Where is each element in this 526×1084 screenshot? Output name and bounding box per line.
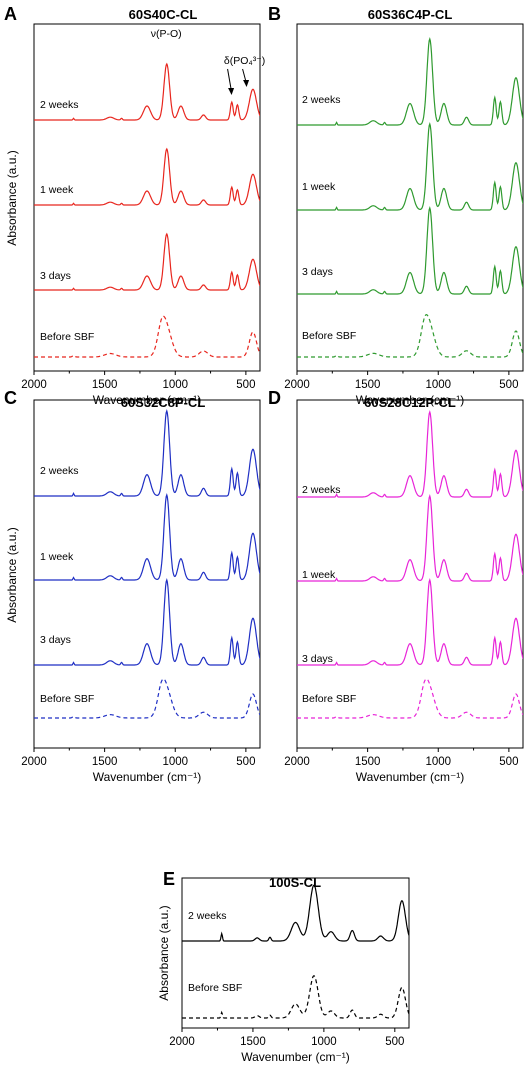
x-tick-label: 1000	[311, 1036, 337, 1048]
annotation-label: δ(PO₄³⁻)	[224, 55, 265, 67]
series-label: 2 weeks	[40, 99, 79, 111]
x-axis-label: Wavenumber (cm⁻¹)	[241, 1050, 350, 1064]
panel-title: 60S28C12P-CL	[364, 395, 456, 410]
series-line	[34, 232, 260, 291]
series-label: 2 weeks	[188, 910, 227, 922]
series-line	[297, 494, 523, 582]
annotation-label: ν(P-O)	[151, 28, 182, 40]
x-axis: 2000 1500 1000 500	[284, 371, 518, 391]
series-label: 1 week	[302, 181, 336, 193]
plot-frame	[33, 23, 261, 372]
panel-title: 60S32C8P-CL	[121, 395, 206, 410]
series-label: 2 weeks	[40, 465, 79, 477]
x-tick-label: 1000	[162, 756, 188, 768]
x-axis: 2000 1500 1000 500	[284, 748, 518, 768]
x-axis-label: Wavenumber (cm⁻¹)	[356, 770, 465, 784]
x-tick-label: 500	[499, 379, 518, 391]
series-label: Before SBF	[40, 693, 94, 705]
series-label: 1 week	[40, 551, 74, 563]
series-label: 3 days	[302, 653, 333, 665]
series-line	[34, 578, 260, 666]
x-axis: 2000 1500 1000 500	[169, 1028, 404, 1048]
panel-title: 100S-CL	[269, 875, 321, 890]
x-tick-label: 500	[499, 756, 518, 768]
x-tick-label: 1500	[92, 379, 118, 391]
x-tick-label: 1500	[92, 756, 118, 768]
panel-c: C 60S32C8P-CL 2000 1500 1000 500 Wavenumber (c…	[4, 388, 261, 784]
panel-e: E 100S-CL 2000 1500 1000 500 Wavenumber (cm⁻¹)…	[157, 869, 410, 1064]
series-line	[297, 313, 523, 358]
series-line	[34, 315, 260, 358]
annotation-arrowhead	[243, 80, 250, 87]
series-line	[297, 410, 523, 498]
series-line	[34, 409, 260, 497]
series-label: 3 days	[40, 634, 71, 646]
x-tick-label: 500	[385, 1036, 404, 1048]
series-label: 2 weeks	[302, 94, 341, 106]
x-tick-label: 1000	[425, 756, 451, 768]
plot-frame	[296, 23, 524, 372]
x-tick-label: 2000	[169, 1036, 195, 1048]
x-tick-label: 1000	[425, 379, 451, 391]
panel-letter: D	[268, 388, 281, 408]
plot-frame	[33, 399, 261, 749]
y-axis-label: Absorbance (a.u.)	[157, 905, 171, 1000]
series-label: 1 week	[302, 569, 336, 581]
panel-d: D 60S28C12P-CL 2000 1500 1000 500 Wavenumber (…	[268, 388, 524, 784]
series-line	[34, 62, 260, 121]
x-tick-label: 1000	[162, 379, 188, 391]
series-line	[297, 37, 523, 126]
panel-letter: E	[163, 869, 175, 889]
panel-letter: C	[4, 388, 17, 408]
series-label: Before SBF	[302, 330, 356, 342]
series-label: Before SBF	[40, 331, 94, 343]
series-line	[34, 147, 260, 206]
series-line	[297, 578, 523, 666]
x-tick-label: 500	[236, 756, 255, 768]
series-label: 2 weeks	[302, 484, 341, 496]
series-label: 3 days	[302, 266, 333, 278]
series-line	[182, 975, 409, 1019]
series-line	[297, 206, 523, 295]
x-tick-label: 1500	[240, 1036, 266, 1048]
series-line	[182, 884, 409, 942]
annotation-arrowhead	[228, 88, 235, 95]
series-line	[297, 122, 523, 211]
series-label: 1 week	[40, 184, 74, 196]
x-axis: 2000 1500 1000 500	[21, 748, 255, 768]
y-axis-label: Absorbance (a.u.)	[5, 150, 19, 245]
x-tick-label: 1500	[355, 379, 381, 391]
series-label: 3 days	[40, 270, 71, 282]
x-tick-label: 2000	[21, 756, 47, 768]
y-axis-label: Absorbance (a.u.)	[5, 527, 19, 622]
x-axis-label: Wavenumber (cm⁻¹)	[93, 770, 202, 784]
x-axis: 2000 1500 1000 500	[21, 371, 255, 391]
series-line	[34, 678, 260, 719]
x-tick-label: 2000	[284, 756, 310, 768]
series-label: Before SBF	[188, 982, 242, 994]
x-tick-label: 500	[236, 379, 255, 391]
series-line	[297, 678, 523, 719]
x-tick-label: 1500	[355, 756, 381, 768]
series-label: Before SBF	[302, 693, 356, 705]
panel-letter: B	[268, 4, 281, 24]
x-tick-label: 2000	[21, 379, 47, 391]
panel-title: 60S40C-CL	[129, 7, 198, 22]
plot-frame	[181, 877, 410, 1029]
panel-title: 60S36C4P-CL	[368, 7, 453, 22]
panel-letter: A	[4, 4, 17, 24]
x-tick-label: 2000	[284, 379, 310, 391]
series-line	[34, 493, 260, 581]
